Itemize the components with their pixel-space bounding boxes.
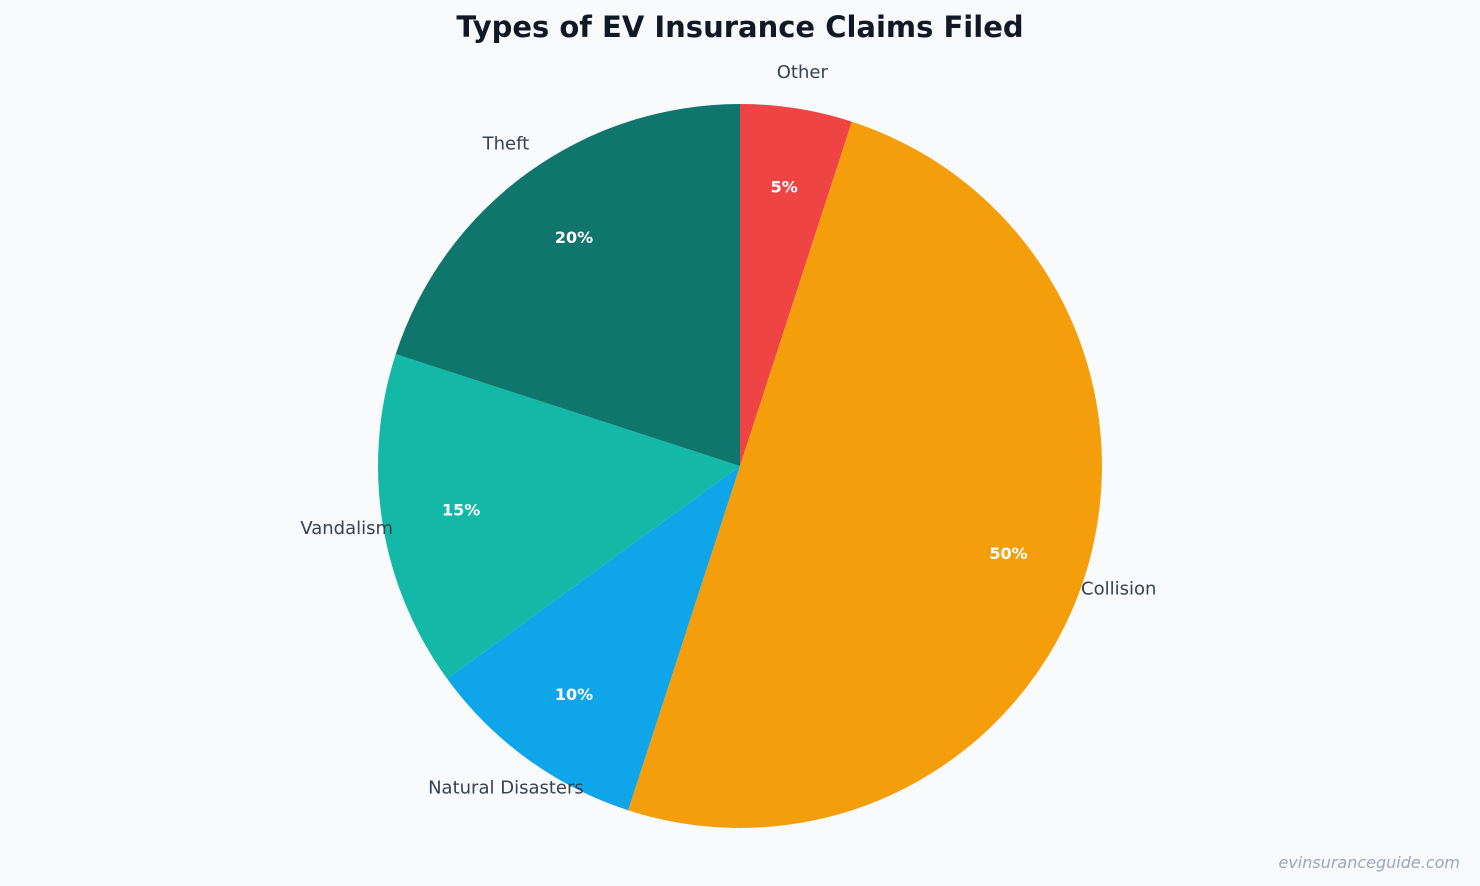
category-label-collision: Collision bbox=[1081, 579, 1156, 600]
percent-label-natural-disasters: 10% bbox=[555, 685, 593, 704]
category-label-theft: Theft bbox=[482, 133, 530, 154]
chart-title: Types of EV Insurance Claims Filed bbox=[456, 10, 1023, 44]
pie-slice-vandalism bbox=[378, 354, 740, 679]
pie-slices bbox=[378, 104, 1102, 829]
pie-slice-collision bbox=[628, 121, 1102, 829]
category-label-natural-disasters: Natural Disasters bbox=[428, 778, 584, 799]
percent-label-theft: 20% bbox=[555, 228, 593, 247]
watermark: evinsuranceguide.com bbox=[1278, 853, 1460, 872]
category-label-vandalism: Vandalism bbox=[300, 518, 393, 539]
percent-label-vandalism: 15% bbox=[442, 501, 480, 520]
percent-label-collision: 50% bbox=[989, 544, 1027, 563]
category-label-other: Other bbox=[777, 62, 829, 83]
category-labels: Other Collision Natural Disasters Vandalism… bbox=[300, 62, 1156, 798]
percent-labels: 5% 50% 10% 15% 20% bbox=[442, 178, 1028, 704]
pie-slice-other bbox=[740, 104, 852, 466]
percent-label-other: 5% bbox=[771, 178, 798, 197]
pie-slice-theft bbox=[395, 104, 740, 466]
pie-slice-natural-disasters bbox=[447, 466, 740, 811]
